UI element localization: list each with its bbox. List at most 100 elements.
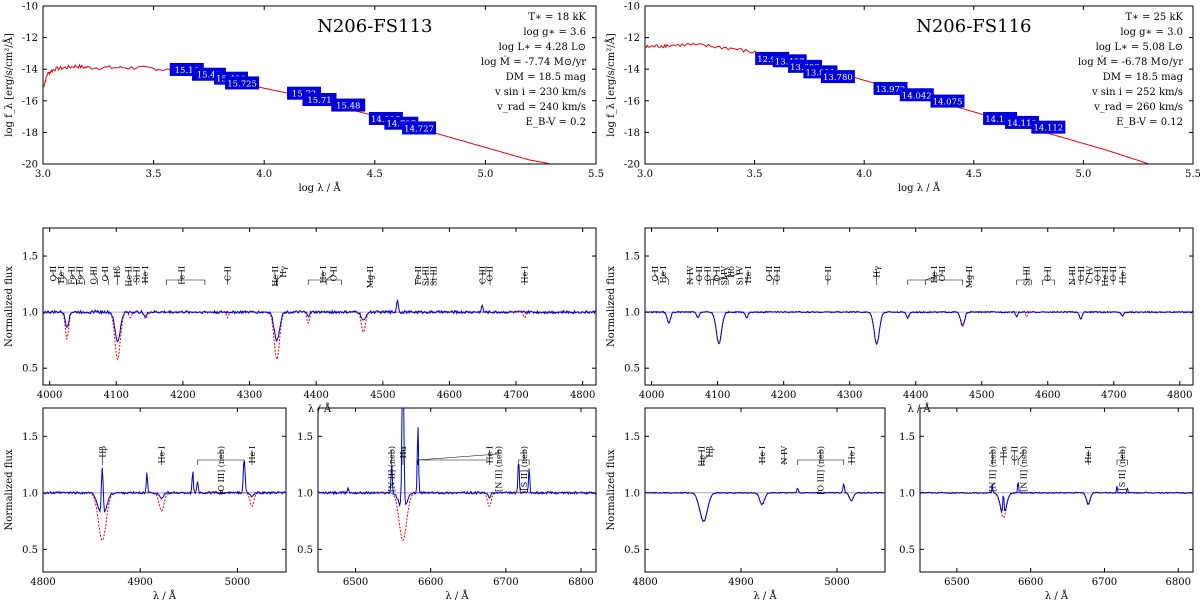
photometry-box	[899, 88, 934, 102]
photometry-magnitude: 15.71	[307, 96, 331, 106]
photometry-magnitude: 13.972	[876, 85, 906, 95]
line-id-marker	[274, 270, 277, 285]
line-id-label: Hβ	[98, 446, 107, 458]
line-id-marker	[432, 270, 434, 285]
y-tick-label: -16	[624, 96, 640, 107]
y-tick-label: -14	[22, 65, 38, 76]
y-tick-label: -10	[624, 2, 640, 13]
model-spectrum	[43, 311, 596, 361]
line-id-label: He I	[758, 446, 767, 463]
photometry-magnitude: 14.075	[933, 98, 963, 108]
x-tick-label: 5000	[824, 577, 849, 588]
line-id-label: C II	[1010, 446, 1019, 461]
line-id-label: O II	[101, 266, 110, 281]
photometry-box	[1005, 115, 1040, 129]
stellar-parameter: v_rad = 240 km/s	[496, 102, 586, 113]
photometry-box	[331, 98, 366, 112]
line-id-marker	[79, 270, 85, 285]
line-id-label: Fe II	[178, 266, 187, 285]
stellar-parameter: log L∗ = 5.08 L⊙	[1096, 42, 1183, 53]
y-tick-label: 1.0	[22, 488, 38, 499]
y-axis-label: log f_λ [erg/s/cm²/Å]	[3, 33, 15, 137]
observed-spectrum	[920, 482, 1193, 514]
observed-spectrum	[318, 408, 596, 508]
y-tick-label: 1.0	[297, 488, 313, 499]
line-id-marker	[425, 270, 429, 285]
y-tick-label: -16	[22, 96, 38, 107]
x-tick-label: 5.5	[1185, 169, 1200, 180]
line-id-marker	[925, 270, 943, 285]
x-tick-label: 4600	[1035, 390, 1060, 401]
x-axis-label: λ / Å	[445, 590, 469, 602]
x-tick-label: 5.5	[588, 169, 604, 180]
y-tick-label: 1.5	[297, 432, 313, 443]
line-id-label: Hα	[399, 445, 408, 458]
sed-panel-fs116: 3.0 3.5 4.0 4.5 5.0 5.5 -10 -12 -14 -16 -18 -20 log …	[605, 2, 1200, 195]
line-id-marker	[71, 270, 77, 285]
line-id-label: Si II	[132, 266, 141, 283]
stellar-parameter: DM = 18.5 mag	[506, 72, 587, 83]
line-id-label: He I	[158, 446, 167, 463]
photometry-magnitude: 14.112	[1033, 124, 1063, 134]
photometry-magnitude: 13.811	[805, 68, 835, 78]
x-tick-label: 6800	[568, 577, 593, 588]
stellar-parameter: T∗ = 25 kK	[1125, 12, 1183, 23]
x-tick-label: 4200	[771, 390, 796, 401]
observed-spectrum	[645, 482, 885, 522]
y-tick-label: 0.5	[22, 545, 38, 556]
y-tick-label: -12	[22, 33, 38, 44]
stellar-parameter: E_B-V = 0.12	[1116, 117, 1183, 128]
line-id-label: He II	[698, 446, 707, 467]
photometry-box	[930, 94, 965, 108]
x-tick-label: 5000	[225, 577, 250, 588]
line-id-marker	[52, 270, 60, 285]
x-tick-label: 4100	[104, 390, 129, 401]
y-tick-label: 0.5	[22, 364, 38, 375]
hbeta-panel-fs113: 4800 4900 5000 0.5 1.0 1.5 λ / Å Normalized flu…	[4, 407, 287, 602]
x-tick-label: 4000	[639, 390, 664, 401]
star-name: N206-FS113	[317, 16, 432, 37]
line-id-label: He I	[521, 266, 530, 283]
line-id-marker	[144, 270, 146, 285]
plot-frame	[317, 407, 597, 573]
line-id-label: [N II] (neb)	[988, 446, 997, 492]
y-tick-label: -20	[22, 160, 38, 171]
photometry-box	[225, 76, 260, 90]
line-id-label: He I	[248, 446, 257, 463]
y-tick-label: -20	[624, 160, 640, 171]
y-tick-label: 1.5	[22, 252, 38, 263]
stellar-parameter: log g∗ = 3.6	[523, 27, 586, 38]
line-id-label: O II	[49, 266, 58, 281]
line-id-label: O II	[695, 266, 704, 281]
line-id-marker	[662, 270, 670, 285]
x-tick-label: 4500	[370, 390, 395, 401]
photometry-box	[402, 121, 437, 135]
line-id-label: C II	[824, 266, 833, 281]
line-id-label: Hδ	[113, 266, 122, 278]
photometry-magnitude: 14.727	[386, 120, 416, 130]
line-id-label: [N II] (neb)	[1019, 446, 1028, 492]
line-id-marker	[415, 270, 419, 285]
x-tick-label: 4700	[503, 390, 528, 401]
plot-frame	[644, 5, 1194, 165]
line-id-label: [O III] (neb)	[817, 446, 826, 495]
line-id-bracket	[307, 270, 342, 285]
line-id-label: O II	[485, 266, 494, 281]
line-id-label: N IV	[686, 266, 695, 285]
photometry-magnitude: 15.43	[197, 71, 221, 81]
x-tick-label: 4900	[728, 577, 753, 588]
x-tick-label: 6800	[1166, 577, 1191, 588]
plot-frame	[42, 407, 287, 573]
line-id-marker	[713, 270, 717, 285]
line-id-label: Fe II	[76, 266, 85, 285]
sed-model-line	[43, 63, 552, 164]
line-id-label: He I	[930, 266, 939, 283]
line-id-label: He I	[847, 446, 856, 463]
x-tick-label: 6600	[1018, 577, 1043, 588]
line-id-marker	[710, 270, 740, 285]
x-tick-label: 6700	[1092, 577, 1117, 588]
halpha-panel-fs113: 6500 6600 6700 6800 0.5 1.0 1.5 λ / Å [N II] (ne…	[297, 407, 597, 602]
x-tick-label: 4000	[37, 390, 62, 401]
x-tick-label: 4600	[437, 390, 462, 401]
